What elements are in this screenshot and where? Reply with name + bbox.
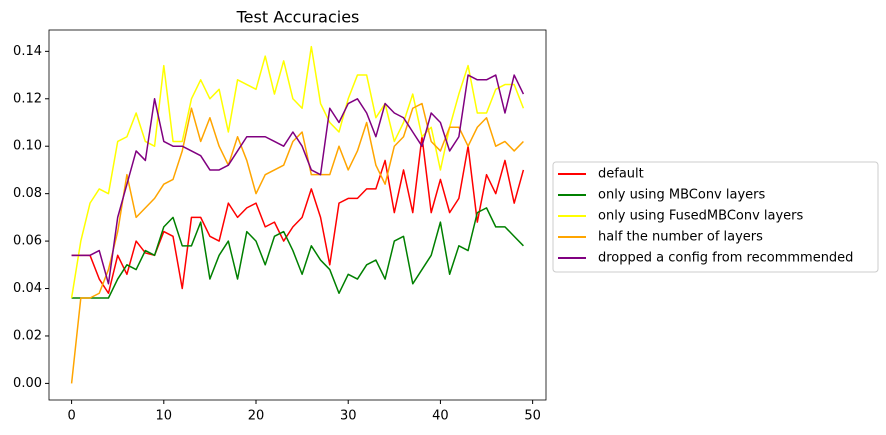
x-tick-label: 50 <box>524 409 541 424</box>
x-tick-label: 10 <box>156 409 173 424</box>
legend-label: only using FusedMBConv layers <box>598 209 804 224</box>
y-tick-label: 0.02 <box>13 328 42 343</box>
x-tick-label: 20 <box>248 409 265 424</box>
chart-title: Test Accuracies <box>236 8 360 27</box>
legend-label: half the number of layers <box>598 230 763 245</box>
y-tick-label: 0.00 <box>13 376 42 391</box>
y-tick-label: 0.06 <box>13 234 42 249</box>
x-tick-label: 0 <box>67 409 75 424</box>
legend-label: default <box>598 167 644 182</box>
y-tick-label: 0.04 <box>13 281 42 296</box>
y-tick-label: 0.14 <box>13 44 42 59</box>
series-line <box>71 74 525 285</box>
legend-box <box>552 161 879 273</box>
y-tick-label: 0.12 <box>13 91 42 106</box>
x-tick-label: 40 <box>432 409 449 424</box>
plot-frame <box>48 29 547 401</box>
series-line <box>71 207 524 299</box>
x-tick-label: 30 <box>340 409 357 424</box>
series-line <box>70 102 524 384</box>
series-line <box>70 45 525 299</box>
y-tick-label: 0.10 <box>13 139 42 154</box>
y-tick-label: 0.08 <box>13 186 42 201</box>
legend-label: dropped a config from recommmended <box>598 251 853 266</box>
series-line <box>71 135 525 295</box>
legend-label: only using MBConv layers <box>598 188 765 203</box>
